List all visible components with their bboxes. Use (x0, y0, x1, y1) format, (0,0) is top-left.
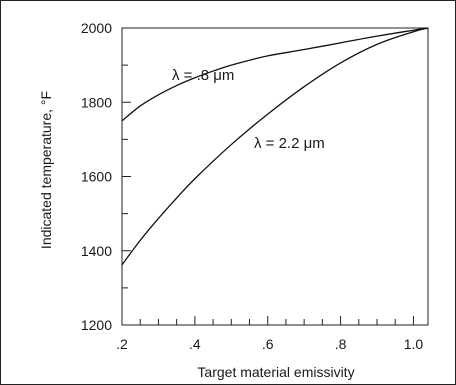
x-tick-label: 1.0 (404, 336, 424, 352)
y-axis: 1200 1400 1600 1800 2000 (81, 20, 131, 333)
x-tick-label: .4 (189, 336, 201, 352)
series-line-0p8um (121, 27, 429, 122)
series-label-2p2um: λ = 2.2 μm (254, 135, 325, 152)
y-tick-label: 1200 (81, 317, 112, 333)
x-axis-label: Target material emissivity (197, 364, 354, 380)
y-tick-label: 1400 (81, 243, 112, 259)
x-tick-label: .2 (116, 336, 128, 352)
series-label-0p8um: λ = .8 μm (172, 67, 234, 84)
y-tick-label: 2000 (81, 20, 112, 36)
y-tick-label: 1800 (81, 94, 112, 110)
series-group (121, 27, 429, 266)
y-tick-label: 1600 (81, 169, 112, 185)
y-axis-label: Indicated temperature, °F (38, 91, 54, 249)
series-line-2p2um (121, 27, 429, 266)
x-tick-label: .6 (262, 336, 274, 352)
x-axis: .2 .4 .6 .8 1.0 (116, 316, 423, 352)
x-tick-label: .8 (335, 336, 347, 352)
